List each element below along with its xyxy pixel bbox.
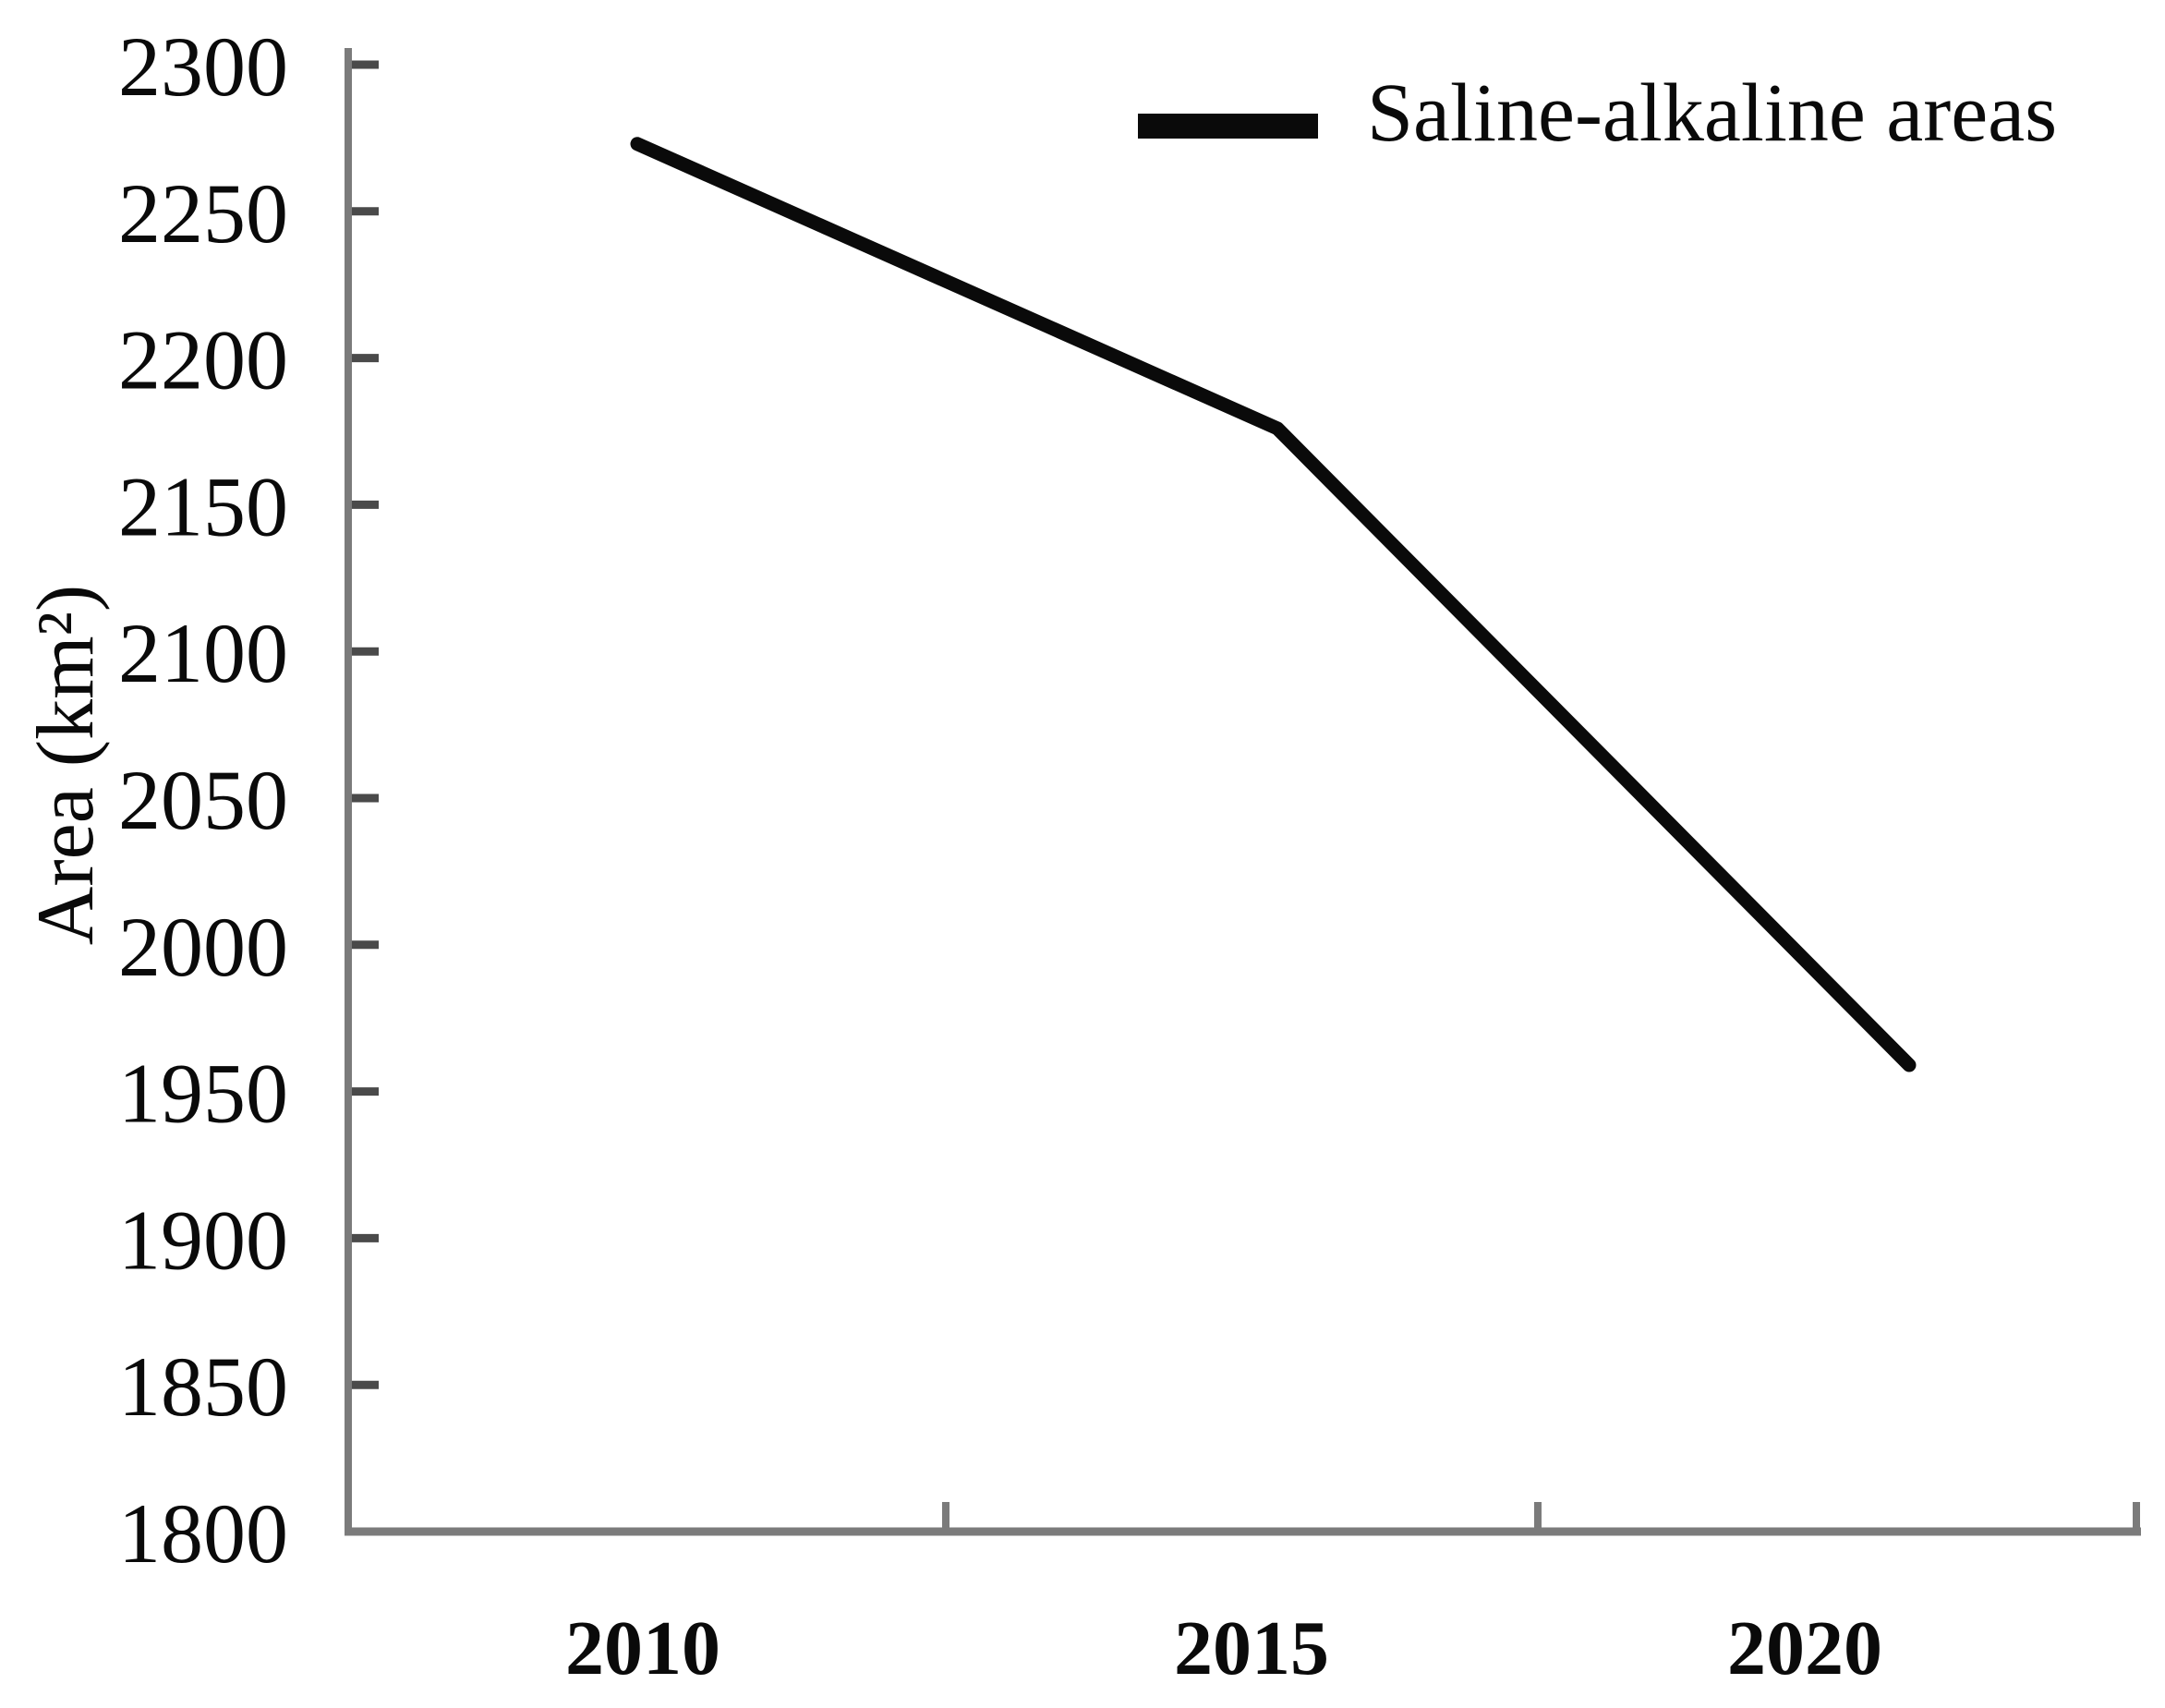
y-tick-label: 1900 (118, 1193, 288, 1287)
y-tick-label: 2000 (118, 900, 288, 994)
y-tick-label: 2250 (118, 166, 288, 260)
x-tick-label: 2020 (1727, 1605, 1882, 1691)
x-tick-label: 2010 (565, 1605, 720, 1691)
x-tick-label: 2015 (1174, 1605, 1329, 1691)
y-tick-labels: 2300 2250 2200 2150 2100 2050 2000 1950 1900 1850… (118, 19, 288, 1581)
y-tick-label: 2300 (118, 19, 288, 114)
y-axis-title: Area (km²) (21, 585, 111, 945)
data-series (630, 137, 1917, 1072)
y-tick-label: 1950 (118, 1047, 288, 1141)
axes (345, 48, 2141, 1536)
y-tick-label: 2050 (118, 753, 288, 847)
x-axis-ticks (942, 1502, 2140, 1532)
y-tick-label: 2150 (118, 459, 288, 553)
y-tick-label: 1800 (118, 1486, 288, 1581)
y-tick-label: 1850 (118, 1339, 288, 1434)
y-tick-label: 2200 (118, 313, 288, 407)
series-line-saline-alkaline-areas (630, 137, 1917, 1072)
legend-label: Saline-alkaline areas (1367, 67, 2057, 159)
x-tick-labels: 2010 2015 2020 (565, 1605, 1882, 1691)
y-axis-ticks (349, 60, 379, 1536)
legend: Saline-alkaline areas (1138, 67, 2057, 159)
legend-line-swatch (1138, 114, 1318, 139)
y-tick-label: 2100 (118, 606, 288, 700)
